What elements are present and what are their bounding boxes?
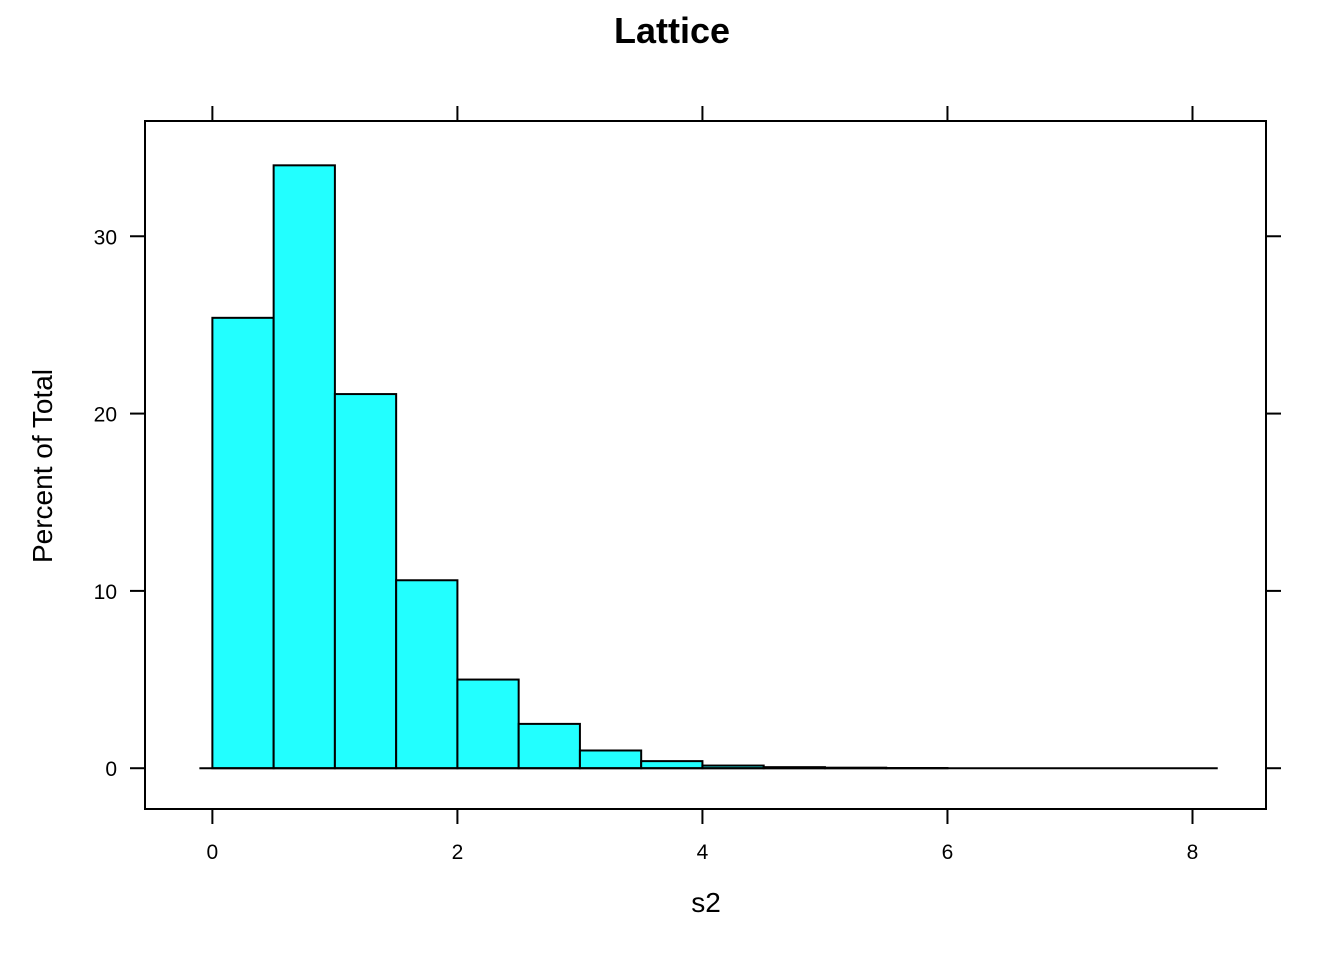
histogram-bar [640, 760, 704, 770]
x-tick-label: 4 [697, 841, 709, 864]
x-axis-label: s2 [691, 887, 721, 918]
y-tick-label: 20 [94, 404, 117, 427]
histogram-bar [395, 579, 459, 770]
x-tick-label: 6 [942, 841, 954, 864]
histogram-bar [211, 316, 275, 770]
histogram-bar [456, 678, 520, 770]
axis-ticks: 0 2 4 6 8 0 10 20 30 [94, 106, 1281, 864]
plot-frame [144, 120, 1267, 810]
y-tick-label: 10 [94, 581, 117, 604]
x-tick-label: 2 [452, 841, 464, 864]
histogram-bar [517, 722, 581, 770]
y-tick-label: 0 [105, 758, 117, 781]
histogram-bar [272, 164, 336, 770]
y-axis-label: Percent of Total [27, 369, 58, 563]
x-tick-label: 8 [1187, 841, 1199, 864]
histogram-bar [578, 749, 643, 770]
bars-group [211, 164, 949, 770]
histogram-bar [333, 393, 398, 770]
x-tick-label: 0 [207, 841, 219, 864]
chart-title: Lattice [614, 10, 730, 51]
y-tick-label: 30 [94, 226, 117, 249]
